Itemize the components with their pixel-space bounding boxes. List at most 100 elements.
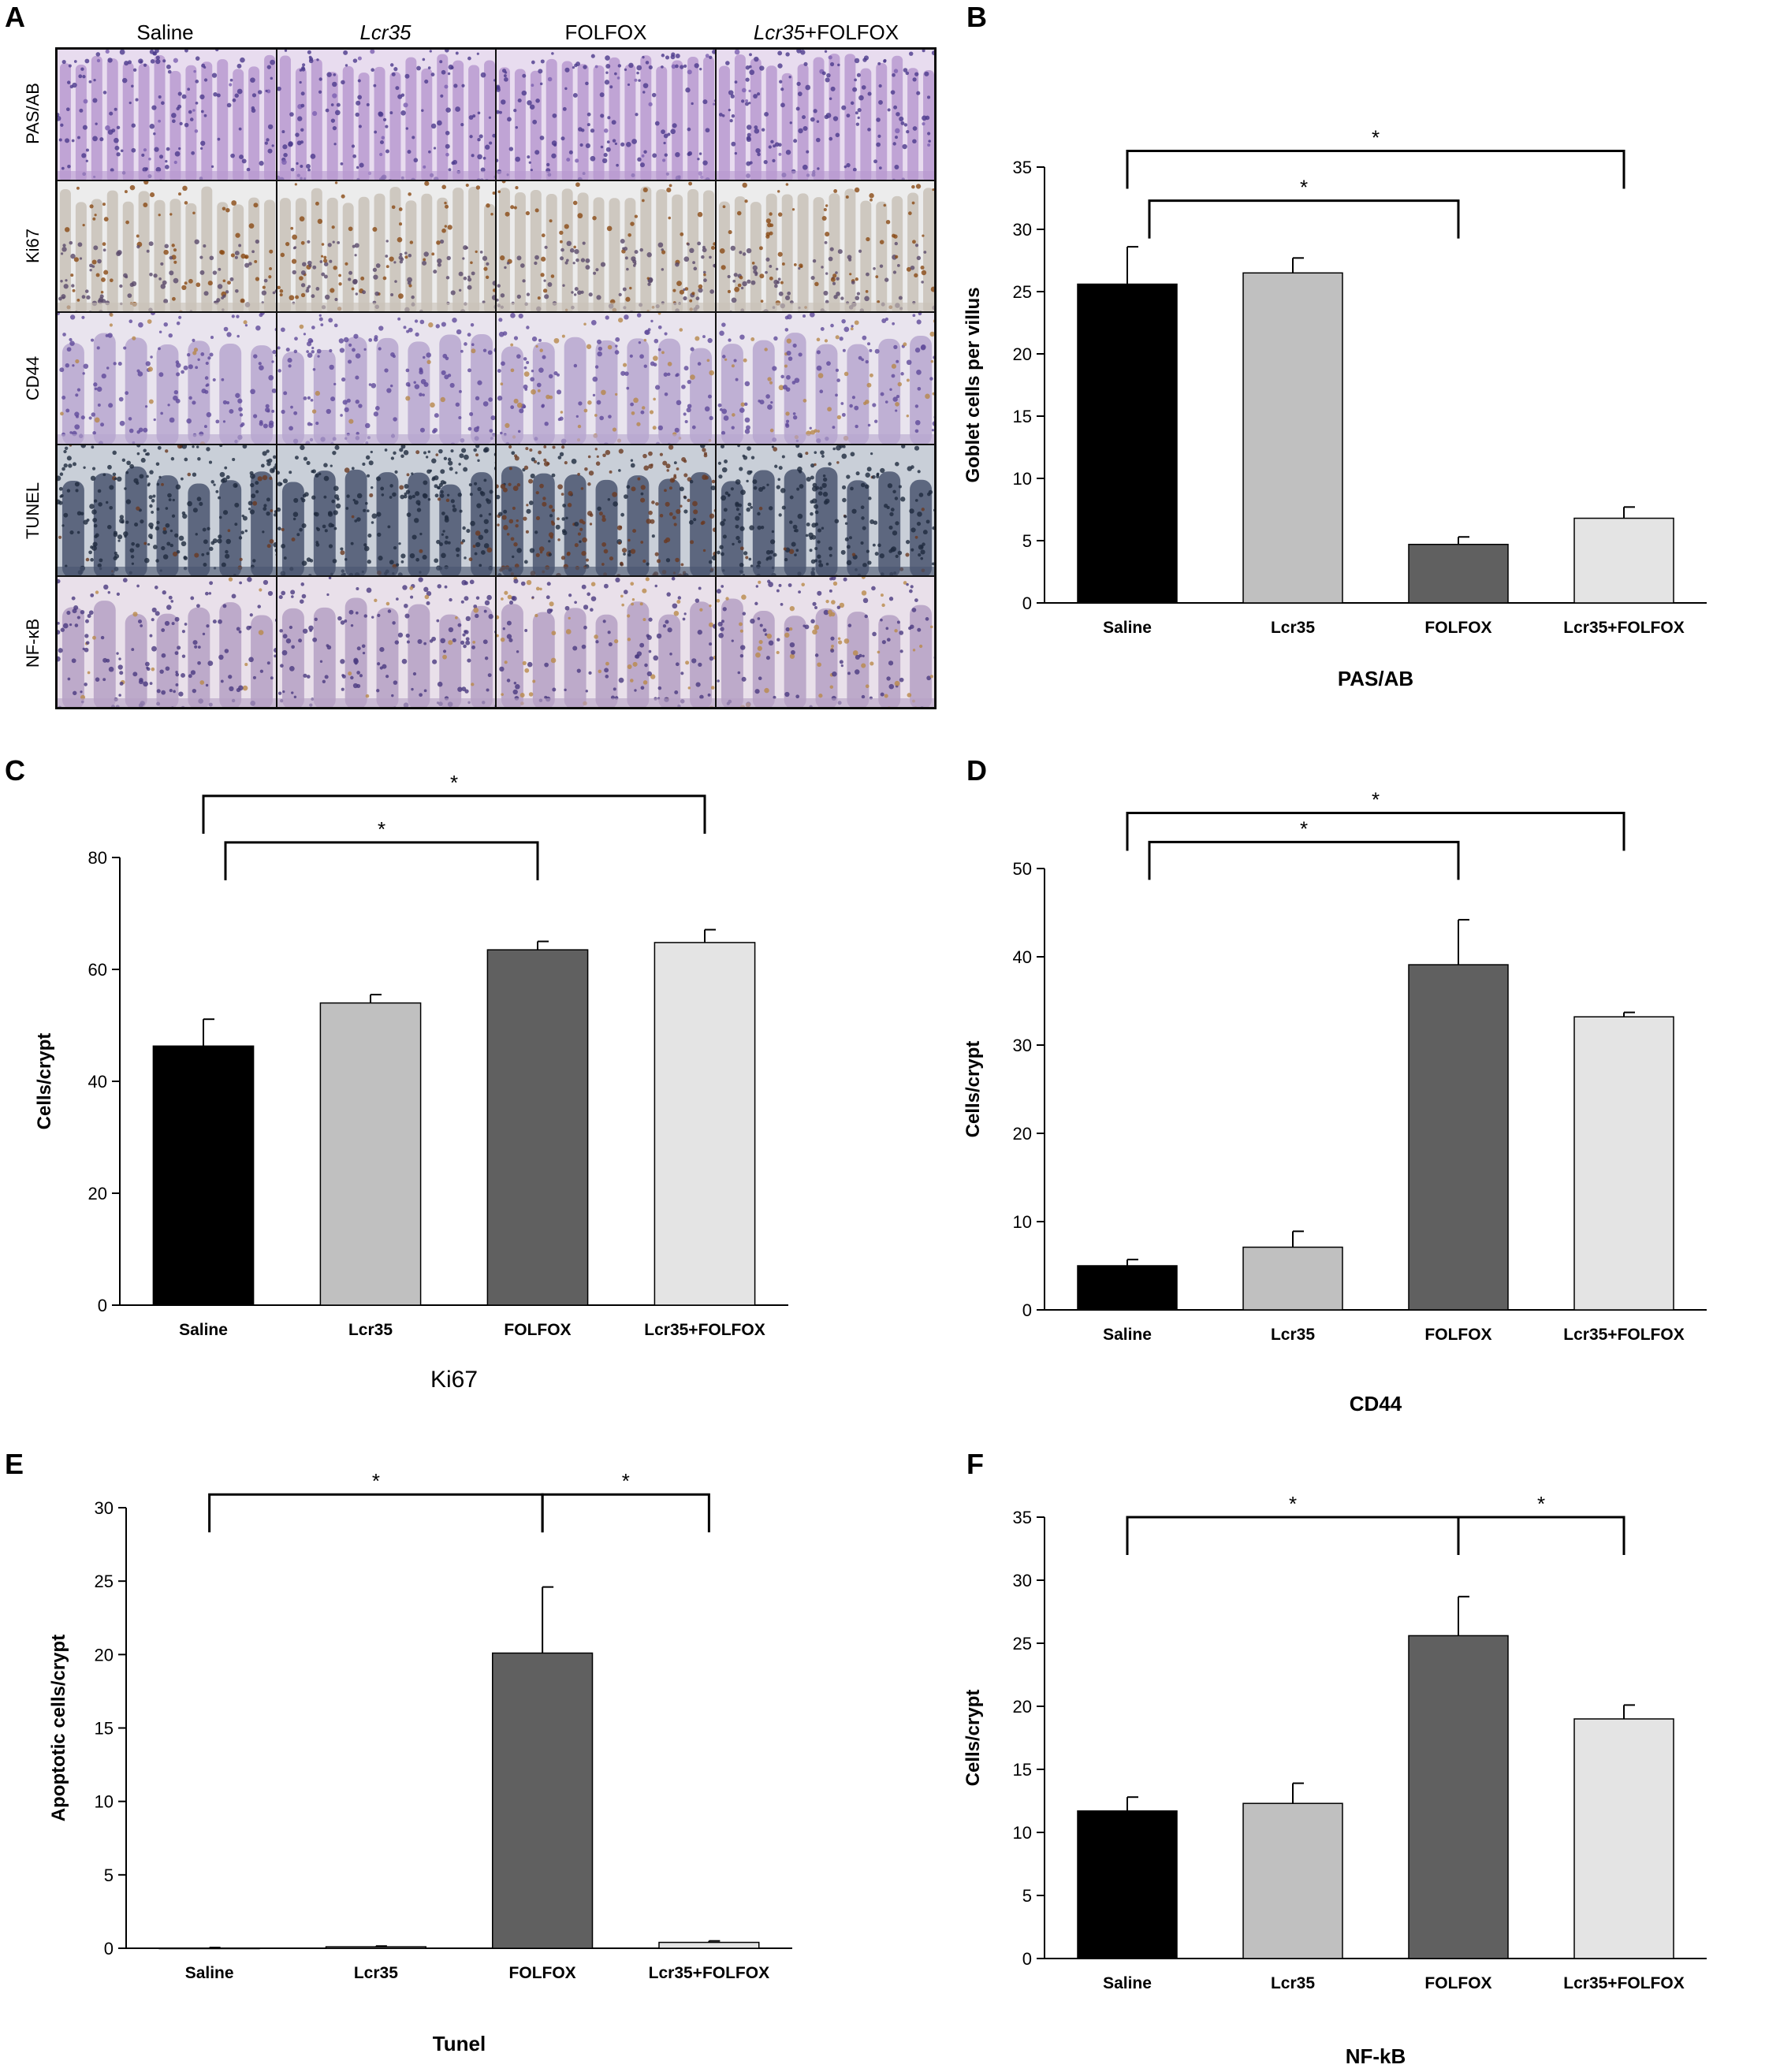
y-tick-label: 10 xyxy=(1013,1212,1032,1232)
y-tick-label: 20 xyxy=(88,1184,107,1203)
histology-image xyxy=(496,312,716,445)
y-tick-label: 5 xyxy=(1022,1886,1032,1906)
significance-label: * xyxy=(378,817,385,841)
row-header: CD44 xyxy=(23,355,43,401)
significance-bracket xyxy=(202,794,706,834)
x-tick-label: Saline xyxy=(1103,619,1152,637)
panel-label-e: E xyxy=(5,1448,24,1480)
x-tick-label: FOLFOX xyxy=(1424,1974,1491,1992)
y-tick-label: 25 xyxy=(1013,282,1032,302)
column-header: FOLFOX xyxy=(564,20,647,44)
bar xyxy=(1573,517,1674,604)
histology-image xyxy=(57,49,277,181)
significance-bracket xyxy=(1148,840,1460,880)
histology-image xyxy=(57,444,277,576)
bar xyxy=(1408,1635,1509,1959)
significance-bracket xyxy=(1148,199,1460,239)
significance-bracket xyxy=(1457,1516,1625,1555)
significance-label: * xyxy=(622,1469,630,1493)
bar xyxy=(654,942,756,1306)
y-tick-label: 30 xyxy=(1013,1571,1032,1590)
histology-image xyxy=(715,49,935,181)
y-axis-label: Cells/crypt xyxy=(34,1033,55,1130)
panel-label-a: A xyxy=(5,1,25,33)
y-tick-label: 20 xyxy=(1013,1697,1032,1717)
bar xyxy=(1242,1802,1343,1959)
x-tick-label: Lcr35 xyxy=(354,1964,398,1982)
x-tick-label: Lcr35 xyxy=(348,1321,393,1339)
x-tick-label: Lcr35+FOLFOX xyxy=(1563,1974,1684,1992)
column-header: Saline xyxy=(136,20,194,44)
y-axis-label: Cells/crypt xyxy=(963,1041,984,1138)
histology-image xyxy=(496,444,716,576)
bar xyxy=(1077,1265,1178,1311)
y-tick-label: 0 xyxy=(1022,1300,1032,1320)
y-axis-label: Apoptotic cells/crypt xyxy=(48,1635,69,1821)
y-tick-label: 20 xyxy=(95,1645,114,1665)
y-tick-label: 20 xyxy=(1013,344,1032,364)
histology-image xyxy=(496,180,716,313)
histology-image xyxy=(715,180,935,313)
bar xyxy=(1077,1810,1178,1959)
x-axis-label: Tunel xyxy=(433,2032,486,2055)
x-tick-label: Lcr35+FOLFOX xyxy=(1563,619,1684,637)
y-tick-label: 0 xyxy=(1022,1949,1032,1969)
bar-chart-svg: 0 20 40 60 80 Saline Lcr35 FOLFOX Lcr35+FOLFOX * *… xyxy=(34,771,788,1393)
bar-chart-svg: 0 5 10 15 20 25 30 Saline Lcr35 FOLFOX Lcr35+FOLFO… xyxy=(48,1469,792,2055)
x-axis-label: Ki67 xyxy=(430,1367,478,1393)
significance-label: * xyxy=(1372,787,1380,811)
significance-bracket xyxy=(1126,1516,1460,1555)
y-tick-label: 0 xyxy=(1022,593,1032,613)
x-tick-label: Lcr35+FOLFOX xyxy=(644,1321,765,1339)
histology-image xyxy=(57,180,277,313)
bar xyxy=(158,1947,260,1950)
histology-image xyxy=(276,312,496,445)
y-tick-label: 80 xyxy=(88,848,107,868)
x-tick-label: Saline xyxy=(185,1964,234,1982)
chart-panel-c: 0 20 40 60 80 Saline Lcr35 FOLFOX Lcr35+FOLFOX * *… xyxy=(32,757,820,1403)
panel-label-c: C xyxy=(5,754,25,787)
significance-label: * xyxy=(450,771,458,794)
y-tick-label: 15 xyxy=(1013,1760,1032,1780)
histology-image xyxy=(715,312,935,445)
y-tick-label: 10 xyxy=(1013,1823,1032,1843)
significance-label: * xyxy=(1300,176,1308,199)
row-header: Ki67 xyxy=(23,228,43,264)
y-tick-label: 20 xyxy=(1013,1124,1032,1144)
x-tick-label: FOLFOX xyxy=(1424,1326,1491,1344)
chart-panel-d: 0 10 20 30 40 50 Saline Lcr35 FOLFOX Lcr35+FOLFOX… xyxy=(962,780,1750,1415)
histology-image xyxy=(276,180,496,313)
histology-image xyxy=(57,575,277,708)
significance-bracket xyxy=(541,1493,710,1533)
histology-image xyxy=(715,444,935,576)
histology-image xyxy=(276,444,496,576)
y-tick-label: 40 xyxy=(1013,947,1032,967)
significance-bracket xyxy=(208,1493,544,1533)
x-tick-label: Lcr35+FOLFOX xyxy=(1563,1326,1684,1344)
y-axis-label: Goblet cells per villus xyxy=(963,287,984,482)
histology-image xyxy=(496,49,716,181)
y-tick-label: 5 xyxy=(1022,531,1032,551)
x-tick-label: Saline xyxy=(1103,1974,1152,1992)
row-header: TUNEL xyxy=(23,482,43,540)
chart-panel-b: 0 5 10 15 20 25 30 35 Saline Lcr35 FOLFOX Lcr35+FOL… xyxy=(962,118,1750,694)
panel-label-b: B xyxy=(966,1,987,33)
bar xyxy=(1408,543,1509,604)
bar xyxy=(1077,283,1178,604)
significance-label: * xyxy=(1372,125,1380,149)
panel-label-d: D xyxy=(966,754,987,787)
histology-image xyxy=(57,312,277,445)
x-tick-label: FOLFOX xyxy=(504,1321,571,1339)
x-axis-label: NF-kB xyxy=(1346,2044,1406,2068)
y-tick-label: 15 xyxy=(95,1719,114,1739)
y-tick-label: 60 xyxy=(88,960,107,980)
row-header: PAS/AB xyxy=(23,83,43,144)
significance-bracket xyxy=(1126,811,1625,851)
panel-label-f: F xyxy=(966,1448,984,1480)
y-tick-label: 40 xyxy=(88,1072,107,1092)
y-tick-label: 15 xyxy=(1013,407,1032,426)
row-header: NF-κB xyxy=(23,618,43,668)
y-tick-label: 50 xyxy=(1013,859,1032,879)
y-tick-label: 0 xyxy=(98,1296,107,1315)
chart-panel-e: 0 5 10 15 20 25 30 Saline Lcr35 FOLFOX Lcr35+FOLFO… xyxy=(32,1466,820,2065)
